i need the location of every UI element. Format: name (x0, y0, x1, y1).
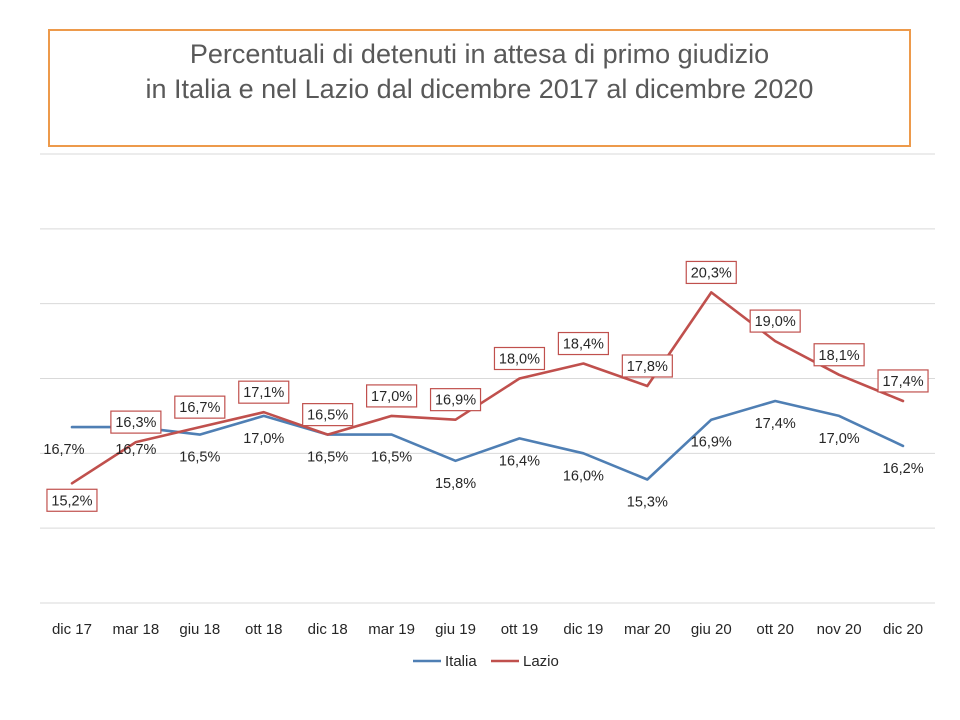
data-label-italia: 16,4% (499, 453, 540, 469)
data-label-box-lazio (749, 309, 801, 333)
data-label-box-lazio (238, 380, 290, 404)
data-label-box-lazio (46, 488, 98, 512)
x-tick-label: dic 18 (308, 621, 348, 638)
x-tick-label: dic 17 (52, 621, 92, 638)
chart-title-line-1: Percentuali di detenuti in attesa di pri… (189, 39, 770, 69)
data-label-lazio: 18,0% (499, 352, 540, 368)
data-label-box-lazio (366, 384, 418, 408)
x-tick-label: ott 20 (756, 621, 794, 638)
data-label-italia: 15,3% (627, 495, 668, 511)
data-label-lazio: 17,4% (882, 374, 923, 390)
data-label-box-lazio (621, 354, 673, 378)
chart-title-box: Percentuali di detenuti in attesa di pri… (48, 29, 911, 147)
data-label-italia: 16,5% (371, 450, 412, 466)
x-tick-label: dic 19 (563, 621, 603, 638)
data-label-box-lazio (813, 343, 865, 367)
data-label-italia: 17,0% (243, 431, 284, 447)
data-label-lazio: 19,0% (755, 314, 796, 330)
data-label-italia: 17,0% (819, 431, 860, 447)
x-tick-label: ott 19 (501, 621, 539, 638)
data-label-italia: 16,7% (115, 442, 156, 458)
data-label-lazio: 18,4% (563, 337, 604, 353)
data-label-lazio: 16,5% (307, 408, 348, 424)
data-label-box-lazio (429, 388, 482, 412)
x-tick-label: nov 20 (817, 621, 862, 638)
data-label-italia: 16,7% (43, 442, 84, 458)
series-line-lazio (70, 291, 905, 485)
data-label-italia: 16,5% (179, 450, 220, 466)
x-tick-label: mar 19 (368, 621, 415, 638)
data-label-lazio: 16,7% (179, 400, 220, 416)
data-label-lazio: 18,1% (819, 348, 860, 364)
data-label-box-lazio (493, 346, 546, 371)
data-label-italia: 16,0% (563, 468, 604, 484)
data-label-italia: 16,5% (307, 450, 348, 466)
x-tick-label: ott 18 (245, 621, 283, 638)
data-label-lazio: 17,0% (371, 389, 412, 405)
data-label-lazio: 20,3% (691, 265, 732, 281)
data-label-box-lazio (877, 369, 929, 393)
data-label-lazio: 17,1% (243, 385, 284, 401)
data-label-box-lazio (302, 403, 354, 427)
data-label-lazio: 16,9% (435, 393, 476, 409)
x-tick-label: dic 20 (883, 621, 923, 638)
data-label-box-lazio (174, 395, 226, 419)
x-tick-label: mar 18 (113, 621, 160, 638)
data-label-italia: 16,2% (882, 461, 923, 477)
x-tick-label: giu 19 (435, 621, 476, 638)
data-label-box-lazio (685, 260, 737, 285)
legend-label-italia: Italia (445, 653, 477, 670)
legend-label-lazio: Lazio (523, 653, 559, 670)
chart-title-line-2: in Italia e nel Lazio dal dicembre 2017 … (145, 74, 814, 104)
data-label-lazio: 15,2% (51, 493, 92, 509)
data-label-italia: 17,4% (755, 416, 796, 432)
data-label-italia: 15,8% (435, 476, 476, 492)
series-line-italia (70, 399, 905, 481)
x-tick-label: mar 20 (624, 621, 671, 638)
x-tick-label: giu 18 (179, 621, 220, 638)
data-label-italia: 16,9% (691, 435, 732, 451)
data-label-box-lazio (557, 331, 609, 356)
data-label-lazio: 16,3% (115, 415, 156, 431)
x-tick-label: giu 20 (691, 621, 732, 638)
data-label-box-lazio (110, 410, 162, 434)
data-label-lazio: 17,8% (627, 359, 668, 375)
